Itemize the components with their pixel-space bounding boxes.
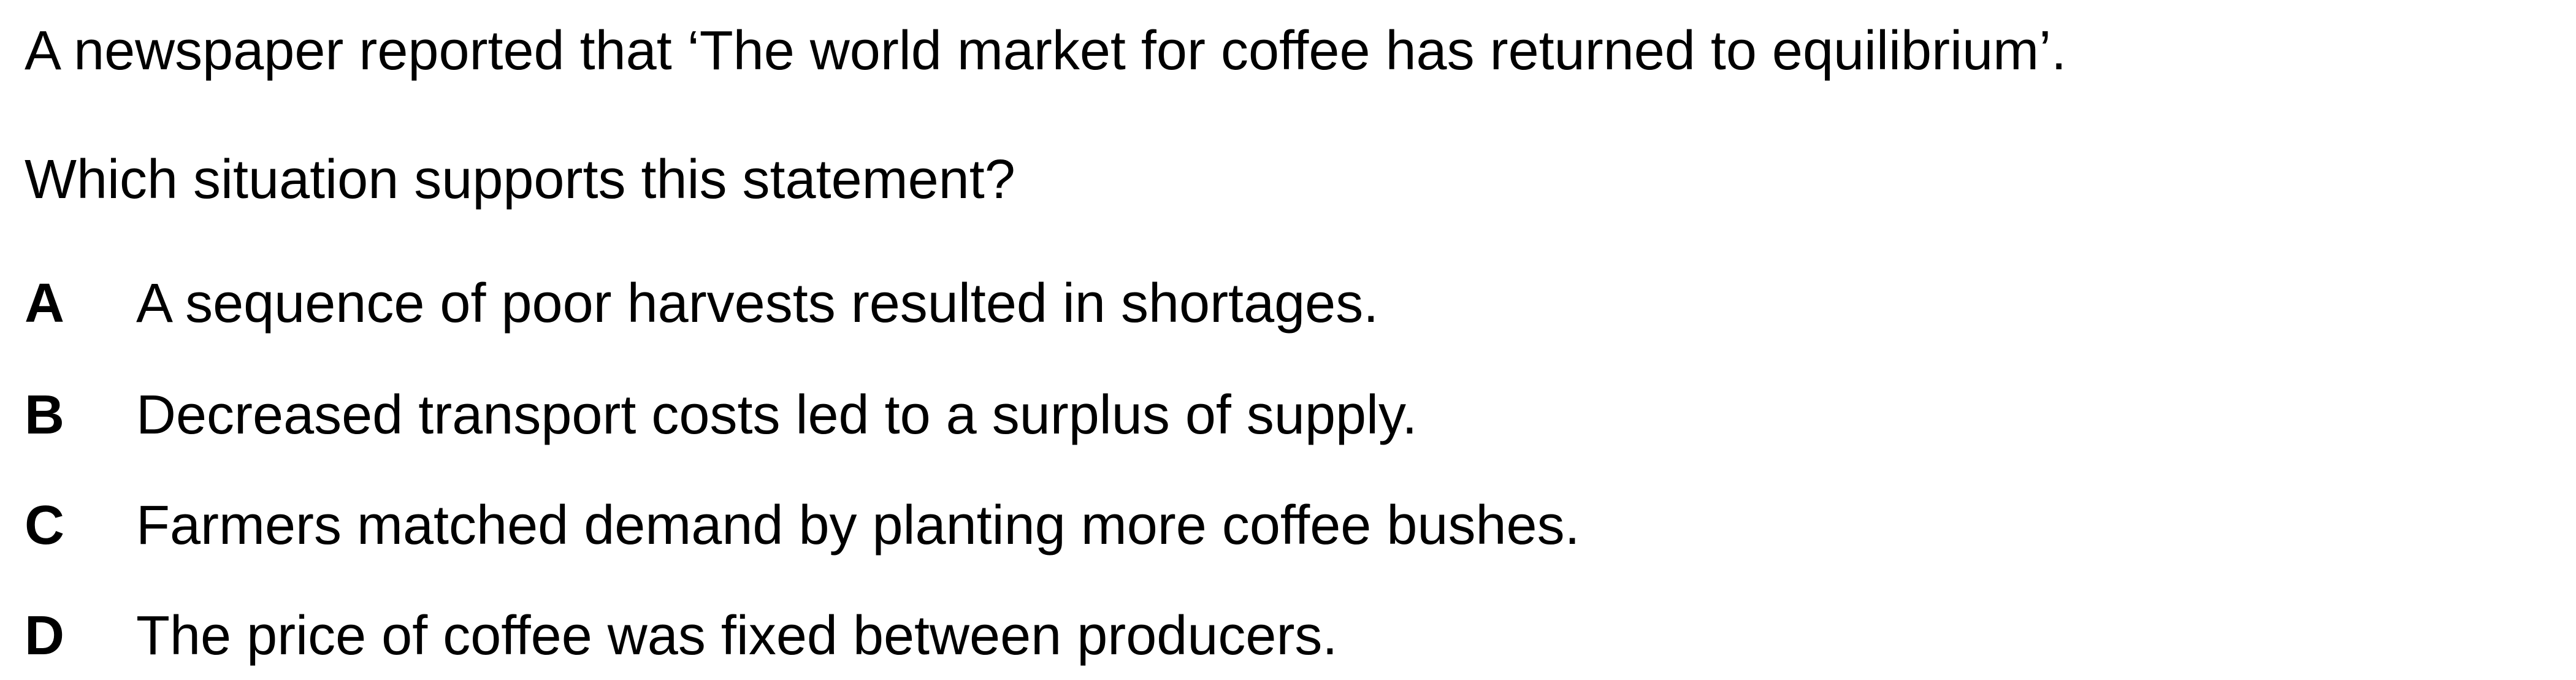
question-stem: A newspaper reported that ‘The world mar…	[25, 20, 2067, 82]
question-prompt: Which situation supports this statement?	[25, 149, 1015, 210]
option-b-letter: B	[25, 384, 64, 446]
option-d-letter: D	[25, 605, 64, 667]
option-b-text: Decreased transport costs led to a surpl…	[136, 384, 1418, 446]
option-a-letter: A	[25, 273, 64, 334]
option-a-text: A sequence of poor harvests resulted in …	[136, 273, 1379, 334]
option-c-letter: C	[25, 495, 64, 556]
option-c-text: Farmers matched demand by planting more …	[136, 495, 1580, 556]
option-d-text: The price of coffee was fixed between pr…	[136, 605, 1338, 667]
